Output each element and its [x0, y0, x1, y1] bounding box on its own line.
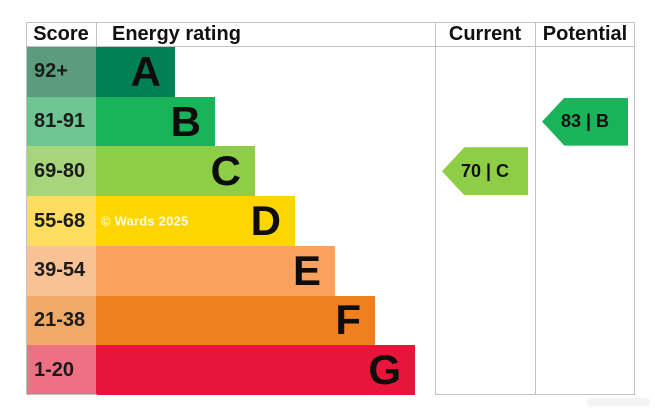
epc-row-G: 1-20 G	[26, 345, 635, 396]
epc-row-D: 55-68 D © Wards 2025	[26, 196, 635, 246]
header-potential: Potential	[542, 23, 628, 45]
epc-row-E: 39-54 E	[26, 245, 635, 296]
score-range-A: 92+	[26, 47, 96, 97]
epc-table: Score Energy rating Current Potential 92…	[26, 22, 635, 396]
table-left-border	[26, 22, 27, 395]
table-top-border	[26, 22, 635, 23]
header-score: Score	[33, 23, 89, 45]
score-range-E: 39-54	[26, 245, 96, 296]
current-rating-arrow: 70 | C	[442, 147, 528, 196]
epc-row-B: 81-91 B	[26, 96, 635, 147]
rating-bar-A: A	[96, 47, 175, 97]
epc-row-A: 92+ A	[26, 47, 635, 97]
epc-row-C: 69-80 C	[26, 146, 635, 197]
current-potential-separator	[535, 22, 536, 395]
score-range-G: 1-20	[26, 345, 96, 396]
rating-bar-D: D © Wards 2025	[96, 196, 295, 246]
score-range-B: 81-91	[26, 96, 96, 147]
header-bottom-border	[26, 46, 635, 47]
score-range-C: 69-80	[26, 146, 96, 197]
score-column-separator	[96, 22, 97, 46]
band-letter-G: G	[368, 346, 401, 394]
wards-watermark: © Wards 2025	[101, 213, 189, 229]
header-current: Current	[448, 23, 522, 45]
band-rows: 92+ A 81-91 B 69-80 C 55-68 D © Wards 2025 39-54 E…	[26, 47, 635, 396]
band-letter-E: E	[292, 246, 321, 294]
band-letter-B: B	[170, 97, 201, 145]
rating-bar-F: F	[96, 295, 375, 346]
faint-watermark	[587, 398, 650, 406]
score-range-F: 21-38	[26, 295, 96, 346]
header-energy-rating: Energy rating	[112, 23, 241, 45]
header-row: Score Energy rating Current Potential	[26, 22, 635, 47]
epc-row-F: 21-38 F	[26, 295, 635, 346]
rating-bar-B: B	[96, 96, 215, 147]
rating-bar-E: E	[96, 245, 335, 296]
band-letter-F: F	[335, 296, 361, 344]
rating-columns-bottom-border	[435, 394, 635, 395]
table-right-border	[634, 22, 635, 395]
score-range-D: 55-68	[26, 196, 96, 246]
band-letter-C: C	[210, 147, 241, 195]
rating-bar-G: G	[96, 345, 415, 396]
band-letter-D: D	[250, 197, 281, 245]
score-column-bottom-border	[26, 394, 97, 395]
band-letter-A: A	[130, 47, 161, 95]
rating-bar-C: C	[96, 146, 255, 197]
current-column-left-border	[435, 22, 436, 395]
